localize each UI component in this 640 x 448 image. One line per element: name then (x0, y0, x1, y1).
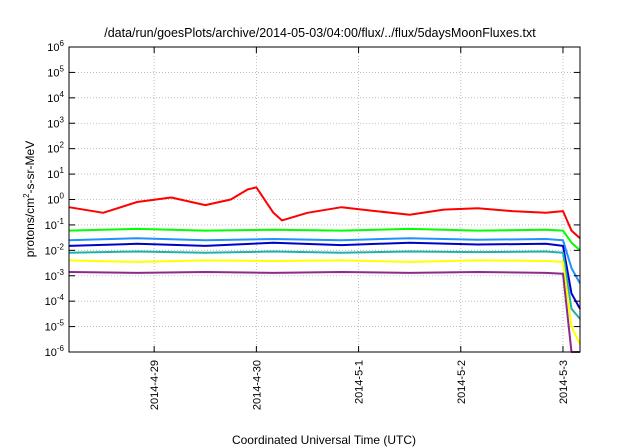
x-tick-label: 2014-4-30 (251, 360, 263, 410)
y-tick-label: 10-1 (45, 217, 65, 232)
x-tick-label: 2014-5-3 (558, 360, 570, 404)
y-tick-label: 104 (47, 90, 64, 105)
y-axis-ticks: 10-6 10-5 10-4 10-3 10-2 10-1 100 101 102 103 104 1… (45, 39, 580, 359)
y-tick-label: 10-6 (45, 344, 65, 359)
y-tick-label: 102 (47, 141, 64, 156)
y-axis-label-superscript: 2 (22, 193, 31, 198)
y-tick-label: 10-5 (45, 319, 65, 334)
y-axis-label: protons/cm2-s-sr-MeV (22, 141, 37, 257)
y-tick-label: 10-4 (45, 293, 65, 308)
x-tick-label: 2014-5-2 (456, 360, 468, 404)
x-tick-label: 2014-5-1 (354, 360, 366, 404)
series-line-2 (68, 227, 581, 252)
y-axis-label-rest: -s-sr-MeV (23, 141, 37, 194)
series-line-4 (68, 241, 581, 310)
series-line-5 (68, 250, 581, 320)
y-tick-label: 10-2 (45, 242, 65, 257)
series-line-1 (68, 186, 581, 239)
y-tick-label: 100 (47, 192, 64, 207)
grid-lines (69, 47, 580, 352)
x-tick-label: 2014-4-29 (149, 360, 161, 410)
series-line-6 (68, 259, 581, 345)
series-line-7 (68, 271, 580, 353)
y-tick-label: 106 (47, 39, 64, 54)
x-axis-ticks: 2014-4-29 2014-4-30 2014-5-1 2014-5-2 2014-5… (149, 47, 570, 410)
x-axis-label: Coordinated Universal Time (UTC) (232, 433, 416, 447)
y-tick-label: 103 (47, 115, 64, 130)
y-tick-label: 101 (47, 166, 64, 181)
y-tick-label: 105 (47, 64, 64, 79)
y-axis-label-main: protons/cm (23, 198, 37, 257)
chart-title: /data/run/goesPlots/archive/2014-05-03/0… (104, 26, 536, 40)
series-lines (68, 186, 581, 353)
y-tick-label: 10-3 (45, 268, 65, 283)
series-line-3 (68, 237, 581, 284)
